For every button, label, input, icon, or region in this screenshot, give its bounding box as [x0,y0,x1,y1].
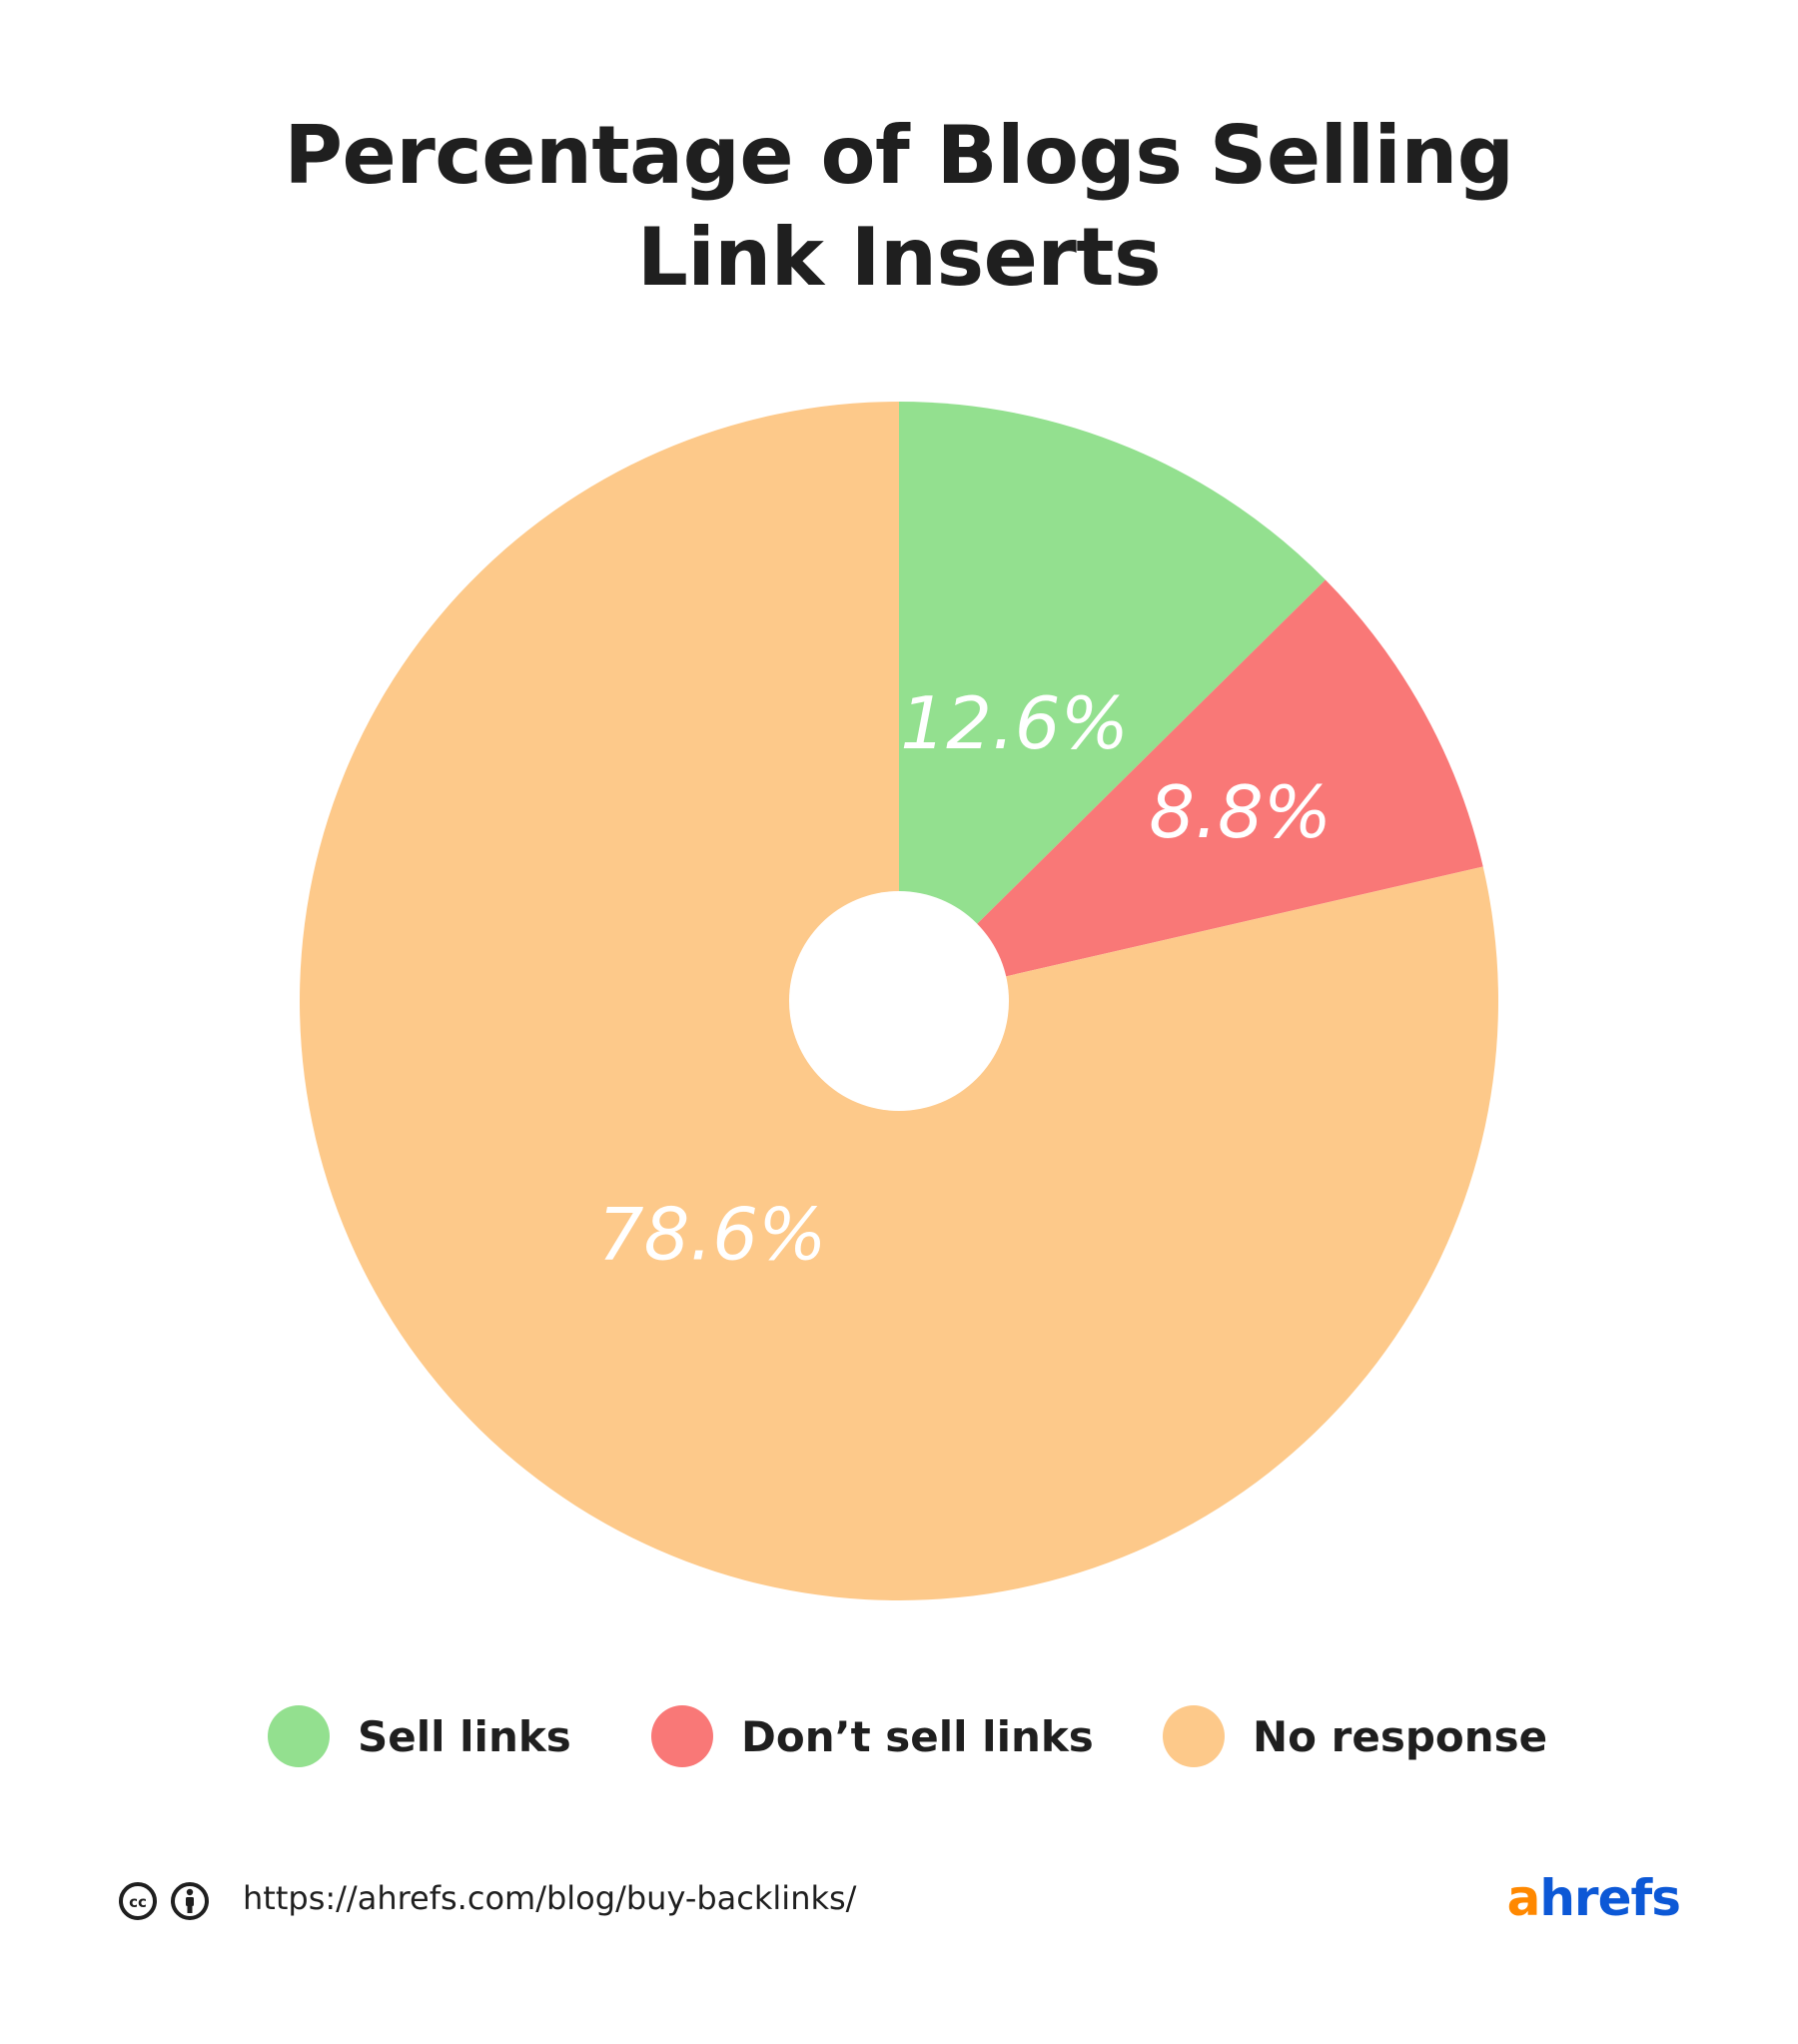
source-url[interactable]: https://ahrefs.com/blog/buy-backlinks/ [243,1879,857,1917]
legend: Sell links Don’t sell links No response [0,1704,1798,1774]
license-icons: cc [118,1881,210,1921]
legend-swatch-sell-links [268,1705,330,1767]
legend-swatch-no-response [1163,1705,1225,1767]
legend-label-sell-links: Sell links [358,1711,571,1761]
chart-title: Percentage of Blogs Selling Link Inserts [0,105,1798,309]
slice-label-dont-sell-links: 8.8% [1149,770,1332,854]
legend-swatch-dont-sell-links [651,1705,713,1767]
legend-item-no-response: No response [1163,1704,1547,1768]
slice-sell-links [899,402,1326,1001]
svg-text:cc: cc [129,1893,147,1911]
slice-label-no-response: 78.6% [598,1193,827,1277]
attribution-person-icon [171,1882,209,1920]
donut-chart: 12.6%8.8% 78.6% [300,402,1499,1601]
slice-dont-sell-links [899,579,1483,1001]
donut-hole [789,891,1009,1111]
chart-title-line-1: Percentage of Blogs Selling [284,109,1514,202]
slice-label-sell-links: 12.6% [900,681,1129,765]
legend-label-dont-sell-links: Don’t sell links [741,1711,1094,1761]
ahrefs-logo-prefix: a [1506,1869,1541,1927]
creative-commons-icon: cc [119,1882,157,1920]
ahrefs-logo-rest: hrefs [1539,1869,1681,1927]
chart-title-line-2: Link Inserts [636,211,1162,304]
legend-label-no-response: No response [1253,1711,1548,1761]
legend-item-sell-links: Sell links [268,1704,571,1768]
ahrefs-logo: ahrefs [1506,1869,1681,1927]
legend-item-dont-sell-links: Don’t sell links [651,1704,1094,1768]
footer: cc https://ahrefs.com/blog/buy-backlinks… [0,1869,1798,1933]
